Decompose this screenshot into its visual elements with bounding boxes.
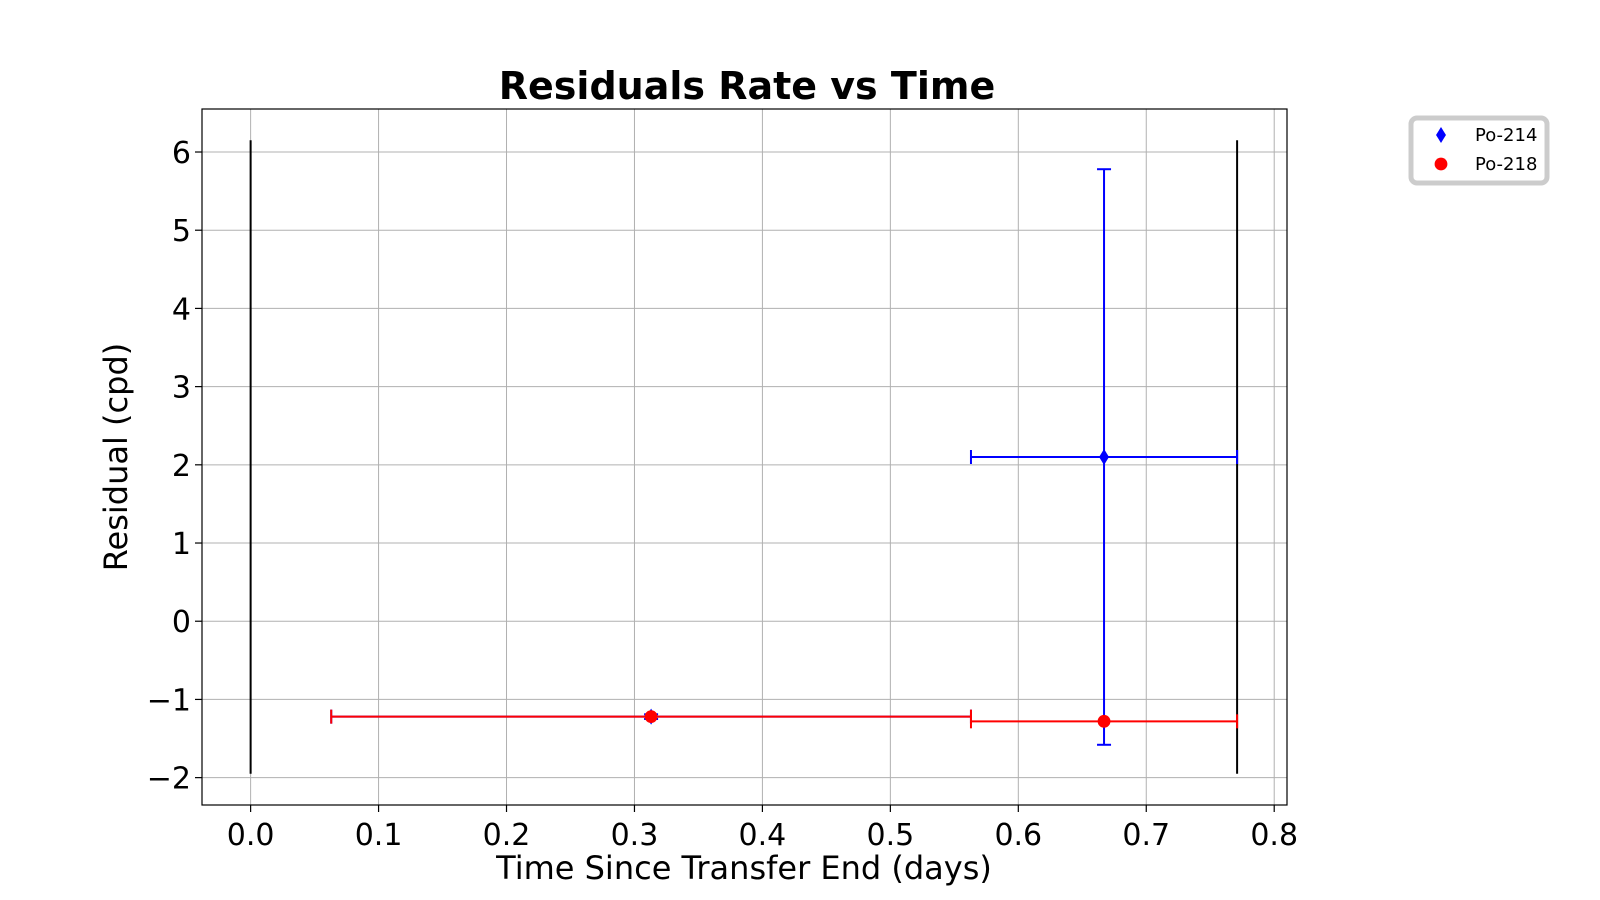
plot-frame (201, 108, 1288, 806)
legend-marker (1436, 127, 1446, 143)
legend-label: Po-218 (1475, 154, 1537, 175)
x-tick-label: 0.7 (1122, 818, 1170, 853)
series-po-214 (330, 168, 1239, 746)
y-tick-label: 2 (172, 449, 191, 484)
data-point (1099, 449, 1109, 465)
x-tick-label: 0.1 (355, 818, 403, 853)
x-tick-label: 0.2 (483, 818, 531, 853)
legend: Po-214 Po-218 (1408, 115, 1550, 186)
x-tick-label: 0.8 (1250, 818, 1298, 853)
y-tick-label: −2 (147, 762, 191, 797)
legend-label: Po-214 (1475, 125, 1537, 146)
y-tick-label: 4 (172, 292, 191, 327)
data-point (1097, 714, 1111, 728)
y-tick-label: 3 (172, 371, 191, 406)
y-tick-label: 0 (172, 605, 191, 640)
legend-marker (1434, 157, 1448, 171)
x-tick-label: 0.5 (867, 818, 915, 853)
y-tick-label: 6 (172, 136, 191, 171)
y-tick-label: −1 (147, 683, 191, 718)
x-tick-label: 0.4 (739, 818, 787, 853)
x-tick-label: 0.0 (227, 818, 275, 853)
y-axis-ticks: −2 −1 0 1 2 3 4 5 6 (147, 136, 202, 797)
y-tick-label: 5 (172, 214, 191, 249)
x-axis-ticks: 0.0 0.1 0.2 0.3 0.4 0.5 0.6 0.7 0.8 (227, 805, 1298, 853)
x-tick-label: 0.3 (611, 818, 659, 853)
series-po-218 (330, 709, 1239, 729)
data-series (330, 168, 1239, 746)
grid (202, 109, 1287, 805)
data-point (644, 710, 658, 724)
y-tick-label: 1 (172, 527, 191, 562)
x-axis-label: Time Since Transfer End (days) (495, 849, 992, 887)
chart-title: Residuals Rate vs Time (499, 64, 995, 108)
x-tick-label: 0.6 (994, 818, 1042, 853)
y-axis-label: Residual (cpd) (97, 343, 135, 572)
